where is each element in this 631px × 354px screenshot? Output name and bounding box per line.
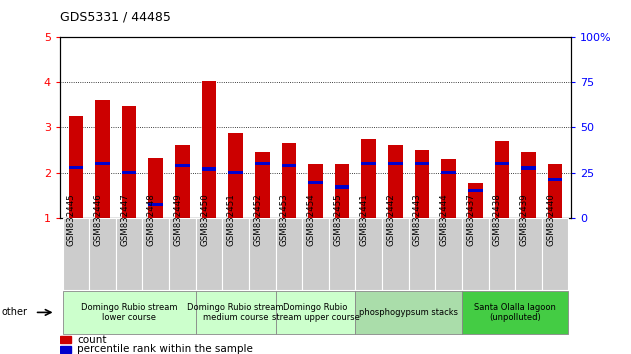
Bar — [175, 164, 190, 167]
Bar — [95, 101, 110, 218]
Bar — [196, 291, 276, 333]
Text: GSM832445: GSM832445 — [67, 194, 76, 246]
Bar — [95, 162, 110, 165]
Bar — [488, 218, 515, 290]
Bar — [255, 152, 269, 218]
Bar — [228, 171, 243, 174]
Text: other: other — [2, 307, 28, 318]
Bar — [122, 106, 136, 218]
Text: Domingo Rubio
stream upper course: Domingo Rubio stream upper course — [271, 303, 360, 322]
Bar — [308, 165, 323, 218]
Text: percentile rank within the sample: percentile rank within the sample — [78, 344, 253, 354]
Bar — [495, 162, 509, 165]
Bar — [69, 116, 83, 218]
Bar — [202, 81, 216, 218]
Bar — [542, 218, 569, 290]
Bar — [388, 145, 403, 218]
Bar — [335, 165, 350, 218]
Text: phosphogypsum stacks: phosphogypsum stacks — [359, 308, 458, 317]
Text: GSM832442: GSM832442 — [386, 194, 396, 246]
Bar — [62, 218, 89, 290]
Text: GSM832440: GSM832440 — [546, 194, 555, 246]
Bar — [196, 218, 222, 290]
Text: Domingo Rubio stream
medium course: Domingo Rubio stream medium course — [187, 303, 284, 322]
Bar — [548, 178, 562, 181]
Text: GSM832443: GSM832443 — [413, 194, 422, 246]
Bar — [249, 218, 276, 290]
Bar — [468, 183, 483, 218]
Bar — [329, 218, 355, 290]
Bar — [255, 162, 269, 165]
Bar — [308, 181, 323, 184]
Bar — [409, 218, 435, 290]
Bar — [435, 218, 462, 290]
Bar — [276, 218, 302, 290]
Bar — [202, 167, 216, 171]
Text: GSM832439: GSM832439 — [519, 194, 529, 246]
Bar — [89, 218, 116, 290]
Bar — [169, 218, 196, 290]
Bar — [462, 218, 488, 290]
Bar — [60, 336, 71, 343]
Bar — [355, 291, 462, 333]
Bar — [415, 162, 429, 165]
Text: GSM832438: GSM832438 — [493, 194, 502, 246]
Bar — [69, 166, 83, 169]
Bar — [515, 218, 542, 290]
Bar — [415, 150, 429, 218]
Text: GSM832449: GSM832449 — [174, 194, 182, 246]
Bar — [281, 143, 296, 218]
Text: count: count — [78, 335, 107, 344]
Bar — [462, 291, 569, 333]
Bar — [60, 346, 71, 353]
Bar — [116, 218, 143, 290]
Bar — [122, 171, 136, 174]
Bar — [281, 164, 296, 167]
Text: Domingo Rubio stream
lower course: Domingo Rubio stream lower course — [81, 303, 177, 322]
Text: GDS5331 / 44485: GDS5331 / 44485 — [60, 11, 171, 24]
Bar — [276, 291, 355, 333]
Bar — [355, 218, 382, 290]
Text: GSM832441: GSM832441 — [360, 194, 369, 246]
Bar — [222, 218, 249, 290]
Bar — [175, 145, 190, 218]
Bar — [143, 218, 169, 290]
Text: GSM832444: GSM832444 — [440, 194, 449, 246]
Bar — [362, 162, 376, 165]
Text: GSM832453: GSM832453 — [280, 194, 289, 246]
Bar — [468, 189, 483, 192]
Text: GSM832437: GSM832437 — [466, 194, 475, 246]
Bar — [228, 133, 243, 218]
Text: GSM832448: GSM832448 — [147, 194, 156, 246]
Bar — [548, 165, 562, 218]
Text: GSM832455: GSM832455 — [333, 194, 342, 246]
Bar — [148, 202, 163, 206]
Text: GSM832454: GSM832454 — [307, 194, 316, 246]
Text: GSM832447: GSM832447 — [120, 194, 129, 246]
Text: Santa Olalla lagoon
(unpolluted): Santa Olalla lagoon (unpolluted) — [475, 303, 556, 322]
Text: GSM832450: GSM832450 — [200, 194, 209, 246]
Bar — [441, 159, 456, 218]
Bar — [335, 185, 350, 189]
Bar — [302, 218, 329, 290]
Text: GSM832446: GSM832446 — [93, 194, 102, 246]
Bar — [521, 166, 536, 170]
Text: GSM832452: GSM832452 — [253, 194, 262, 246]
Bar — [388, 162, 403, 165]
Bar — [521, 152, 536, 218]
Bar — [62, 291, 196, 333]
Bar — [382, 218, 409, 290]
Text: GSM832451: GSM832451 — [227, 194, 235, 246]
Bar — [441, 171, 456, 174]
Bar — [495, 141, 509, 218]
Bar — [362, 139, 376, 218]
Bar — [148, 158, 163, 218]
